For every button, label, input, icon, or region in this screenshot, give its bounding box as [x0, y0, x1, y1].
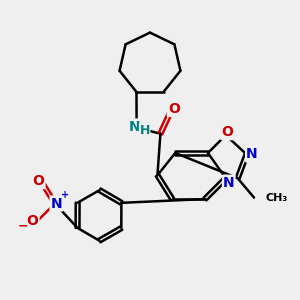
- Text: N: N: [223, 176, 235, 190]
- Text: O: O: [168, 102, 180, 116]
- Text: H: H: [140, 124, 150, 136]
- Text: O: O: [221, 125, 233, 139]
- Text: N: N: [246, 148, 258, 161]
- Text: N: N: [51, 196, 62, 211]
- Text: O: O: [27, 214, 38, 228]
- Text: CH₃: CH₃: [265, 193, 288, 202]
- Text: +: +: [61, 190, 69, 200]
- Text: −: −: [18, 220, 28, 233]
- Text: N: N: [128, 119, 140, 134]
- Text: O: O: [33, 174, 44, 188]
